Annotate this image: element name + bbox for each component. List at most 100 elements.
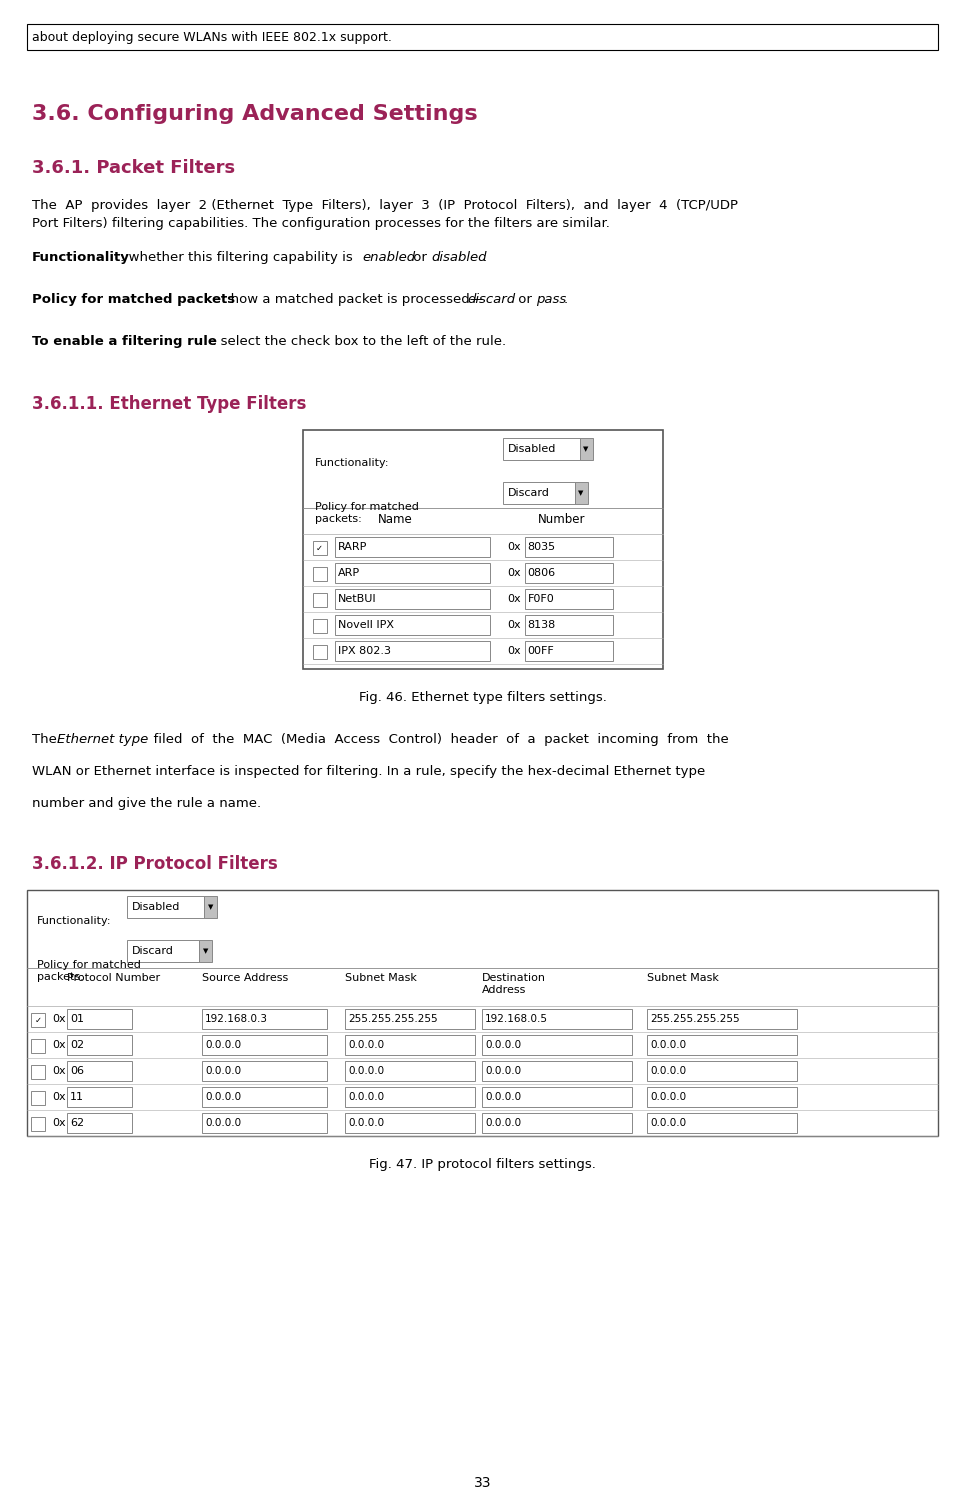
Text: 06: 06 [70,1066,84,1076]
Bar [204,896,217,919]
Bar [31,1091,45,1105]
Text: Subnet Mask: Subnet Mask [345,973,417,983]
Text: 0.0.0.0: 0.0.0.0 [485,1040,521,1051]
Text: IPX 802.3: IPX 802.3 [338,645,391,656]
Text: Policy for matched
packets:: Policy for matched packets: [37,961,141,982]
Bar [313,593,326,606]
Bar [647,1114,797,1133]
Bar [67,1009,132,1030]
Bar [525,615,613,635]
Bar [127,940,199,962]
Bar [345,1087,475,1108]
Bar [345,1036,475,1055]
Text: .: . [483,251,487,264]
Text: about deploying secure WLANs with IEEE 802.1x support.: about deploying secure WLANs with IEEE 8… [32,30,392,44]
Text: WLAN or Ethernet interface is inspected for filtering. In a rule, specify the he: WLAN or Ethernet interface is inspected … [32,766,705,778]
Text: Discard: Discard [132,946,174,956]
Bar [335,615,489,635]
Text: 0.0.0.0: 0.0.0.0 [348,1040,384,1051]
Bar [525,588,613,609]
Bar [574,482,588,504]
Bar [302,429,663,669]
Text: 0.0.0.0: 0.0.0.0 [485,1093,521,1102]
Bar [27,24,938,50]
Text: 0.0.0.0: 0.0.0.0 [348,1093,384,1102]
Text: or: or [514,293,537,306]
Text: 8138: 8138 [528,620,556,630]
Text: 0x: 0x [508,645,521,656]
Bar [345,1061,475,1081]
Text: Novell IPX: Novell IPX [338,620,394,630]
Text: 62: 62 [70,1118,84,1127]
Bar [67,1061,132,1081]
Text: Disabled: Disabled [132,902,180,913]
Bar [202,1087,327,1108]
Text: 0.0.0.0: 0.0.0.0 [205,1118,241,1127]
Text: 0x: 0x [52,1093,66,1102]
Bar [202,1061,327,1081]
Text: ARP: ARP [338,567,360,578]
Bar [335,588,489,609]
Text: Number: Number [538,513,585,525]
Text: : how a matched packet is processed—: : how a matched packet is processed— [222,293,483,306]
Text: F0F0: F0F0 [528,594,554,603]
Bar [647,1009,797,1030]
Text: filed  of  the  MAC  (Media  Access  Control)  header  of  a  packet  incoming  : filed of the MAC (Media Access Control) … [145,732,729,746]
Text: 0x: 0x [52,1066,66,1076]
Bar [31,1117,45,1130]
Text: 0.0.0.0: 0.0.0.0 [650,1066,686,1076]
Text: Name: Name [377,513,412,525]
Text: Functionality:: Functionality: [37,916,112,926]
Bar [335,641,489,660]
Bar [482,1114,632,1133]
Text: 255.255.255.255: 255.255.255.255 [348,1015,437,1024]
Text: The: The [32,732,61,746]
Text: pass: pass [536,293,566,306]
Text: 0x: 0x [508,620,521,630]
Bar [580,438,593,459]
Bar [313,540,326,555]
Text: disabled: disabled [431,251,486,264]
Text: or: or [409,251,431,264]
Bar [335,537,489,557]
Text: Functionality: Functionality [32,251,130,264]
Bar [127,896,204,919]
Text: 0.0.0.0: 0.0.0.0 [650,1093,686,1102]
Bar [335,563,489,582]
Bar [31,1066,45,1079]
Text: : whether this filtering capability is: : whether this filtering capability is [120,251,357,264]
Text: 0.0.0.0: 0.0.0.0 [485,1118,521,1127]
Text: 33: 33 [474,1475,491,1490]
Bar [525,537,613,557]
Text: Ethernet type: Ethernet type [57,732,149,746]
Bar [199,940,212,962]
Text: Fig. 47. IP protocol filters settings.: Fig. 47. IP protocol filters settings. [369,1157,596,1171]
Text: 255.255.255.255: 255.255.255.255 [650,1015,739,1024]
Text: 0.0.0.0: 0.0.0.0 [650,1040,686,1051]
Bar [202,1114,327,1133]
Text: ▼: ▼ [583,446,589,452]
Bar [313,618,326,633]
Text: 0x: 0x [508,567,521,578]
Bar [647,1087,797,1108]
Bar [647,1036,797,1055]
Bar [345,1009,475,1030]
Text: 0.0.0.0: 0.0.0.0 [205,1066,241,1076]
Text: 0.0.0.0: 0.0.0.0 [348,1066,384,1076]
Text: RARP: RARP [338,542,367,552]
Text: 00FF: 00FF [528,645,554,656]
Bar [202,1009,327,1030]
Text: Disabled: Disabled [508,444,556,453]
Bar [31,1013,45,1027]
Text: .: . [564,293,568,306]
Text: ✓: ✓ [35,1016,41,1025]
Text: 0x: 0x [52,1118,66,1127]
Bar [482,1009,632,1030]
Bar [647,1061,797,1081]
Text: 0x: 0x [52,1040,66,1051]
Bar [482,1087,632,1108]
Bar [27,890,938,1136]
Text: 01: 01 [70,1015,84,1024]
Text: 0.0.0.0: 0.0.0.0 [205,1040,241,1051]
Text: 02: 02 [70,1040,84,1051]
